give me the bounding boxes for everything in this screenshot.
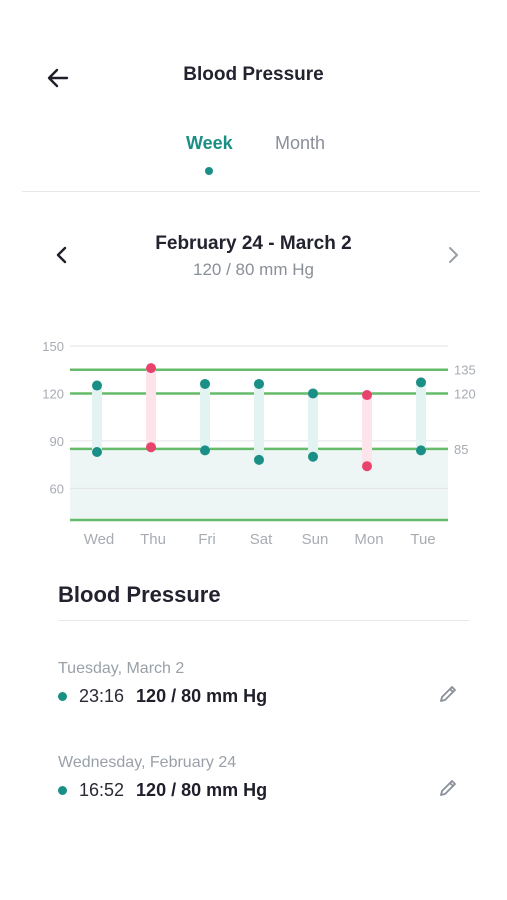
x-tick-label: Fri <box>198 531 216 548</box>
x-tick-label: Thu <box>140 531 166 548</box>
range-bar <box>362 395 372 467</box>
date-range-average: 120 / 80 mm Hg <box>193 260 314 279</box>
diastolic-point <box>416 445 426 456</box>
diastolic-point <box>200 445 210 456</box>
systolic-point <box>254 378 264 389</box>
blood-pressure-chart: 150 120 90 60 135 120 85 Wed Thu Fri Sat Sun Mon Tue <box>42 339 476 548</box>
entry-date: Wednesday, February 24 <box>58 754 237 771</box>
diastolic-point <box>146 442 156 453</box>
diastolic-point <box>308 451 318 462</box>
entry-time: 16:52 <box>79 780 125 800</box>
x-tick-label: Mon <box>354 531 383 548</box>
range-bar <box>308 393 318 457</box>
diastolic-point <box>254 454 264 465</box>
range-bar <box>254 383 264 460</box>
status-dot <box>58 692 67 701</box>
edit-entry-button[interactable] <box>434 680 462 708</box>
pencil-icon <box>440 686 456 702</box>
next-week-button[interactable] <box>441 243 465 267</box>
entry-time: 23:16 <box>79 686 125 706</box>
systolic-point <box>362 390 372 401</box>
pencil-icon <box>440 780 456 796</box>
y-tick-label: 150 <box>42 339 64 354</box>
range-bar <box>92 385 102 452</box>
back-button[interactable] <box>40 60 76 96</box>
tab-selected-indicator <box>205 167 213 175</box>
previous-week-button[interactable] <box>50 243 74 267</box>
range-bar <box>200 383 210 451</box>
date-range-title: February 24 - March 2 <box>155 233 352 254</box>
x-tick-label: Sun <box>302 531 329 548</box>
systolic-point <box>200 378 210 389</box>
status-dot <box>58 786 67 795</box>
y-right-tick-label: 85 <box>454 442 468 457</box>
list-item[interactable]: 23:16 120 / 80 mm Hg <box>58 686 267 707</box>
entry-date: Tuesday, March 2 <box>58 660 185 677</box>
range-bar <box>416 382 426 451</box>
diastolic-point <box>362 461 372 472</box>
tab-month[interactable]: Month <box>275 133 326 153</box>
x-tick-label: Sat <box>250 531 273 548</box>
systolic-point <box>146 363 156 374</box>
chevron-left-icon <box>56 246 67 264</box>
x-tick-label: Wed <box>84 531 115 548</box>
entry-value: 120 / 80 mm Hg <box>136 780 268 800</box>
systolic-point <box>416 377 426 388</box>
y-tick-label: 60 <box>50 481 64 496</box>
diastolic-point <box>92 446 102 457</box>
entry-value: 120 / 80 mm Hg <box>136 686 268 706</box>
arrow-left-icon <box>47 68 69 88</box>
divider <box>58 620 469 621</box>
y-right-tick-label: 135 <box>454 363 476 378</box>
range-bar <box>146 368 156 448</box>
page-title: Blood Pressure <box>183 64 324 85</box>
divider <box>22 191 480 192</box>
systolic-point <box>308 388 318 399</box>
edit-entry-button[interactable] <box>434 774 462 802</box>
x-tick-label: Tue <box>410 531 435 548</box>
list-title: Blood Pressure <box>58 582 221 607</box>
chevron-right-icon <box>449 247 458 263</box>
tab-week[interactable]: Week <box>186 133 233 153</box>
y-right-tick-label: 120 <box>454 386 476 401</box>
list-item[interactable]: 16:52 120 / 80 mm Hg <box>58 780 267 801</box>
systolic-point <box>92 380 102 391</box>
y-tick-label: 120 <box>42 386 64 401</box>
y-tick-label: 90 <box>50 434 64 449</box>
